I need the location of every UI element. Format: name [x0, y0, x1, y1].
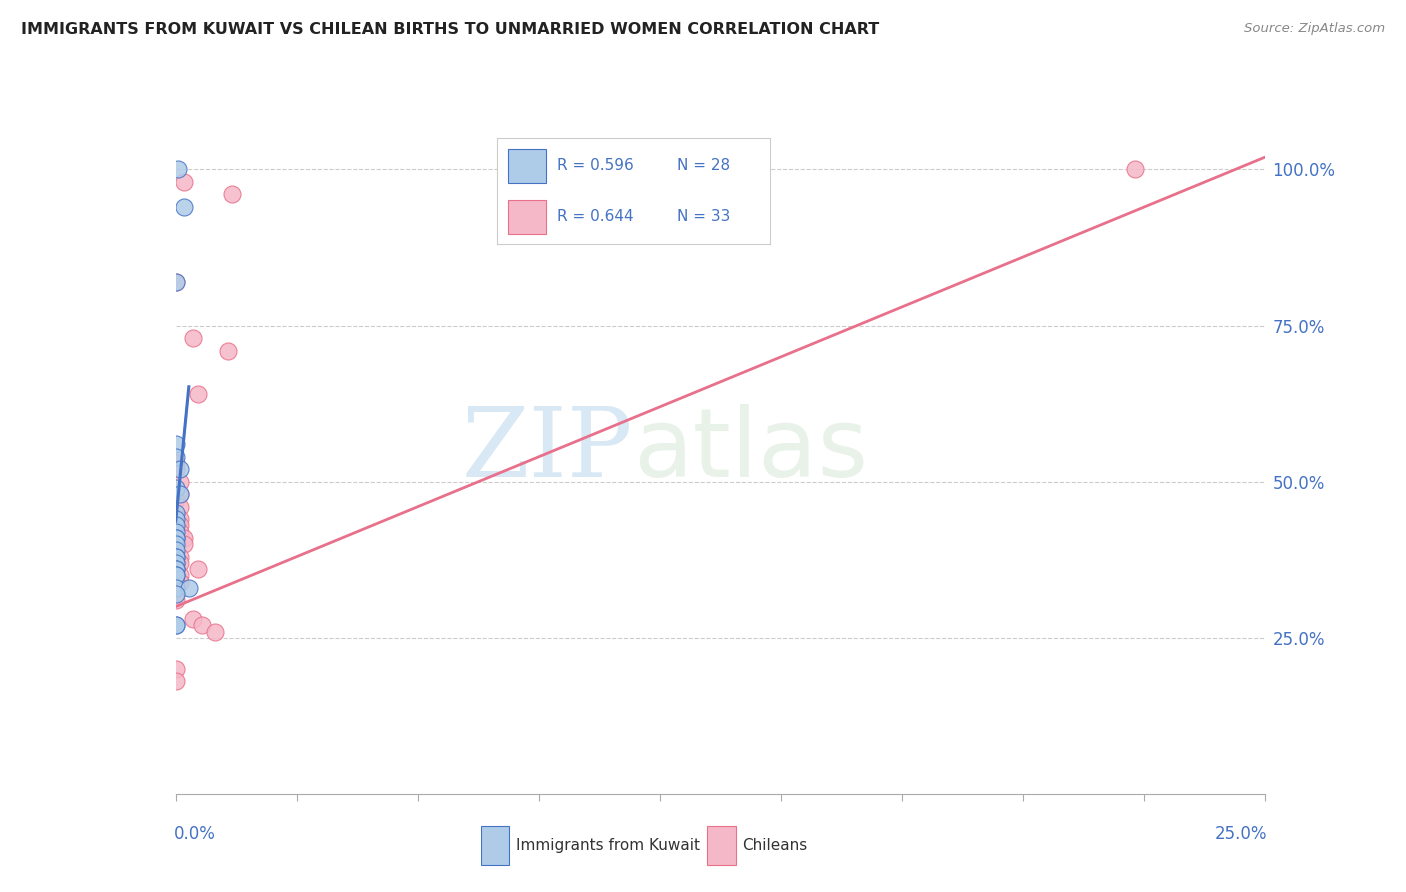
- Point: [204, 624, 226, 639]
- Point: [173, 200, 195, 214]
- Point: [169, 549, 191, 564]
- Point: [169, 574, 191, 589]
- Point: [173, 531, 195, 545]
- Point: [1123, 162, 1146, 177]
- Point: [169, 518, 191, 533]
- Point: [165, 481, 187, 495]
- Point: [181, 331, 204, 345]
- Point: [169, 524, 191, 539]
- Point: [165, 275, 187, 289]
- Point: [165, 568, 187, 582]
- Point: [177, 581, 200, 595]
- Point: [165, 556, 187, 570]
- Point: [165, 506, 187, 520]
- Point: [165, 574, 187, 589]
- Point: [165, 531, 187, 545]
- Point: [165, 593, 187, 607]
- Point: [165, 562, 187, 576]
- Point: [165, 568, 187, 582]
- Point: [186, 387, 209, 401]
- Point: [165, 493, 187, 508]
- Point: [169, 475, 191, 489]
- Point: [165, 618, 187, 632]
- Point: [169, 556, 191, 570]
- Point: [165, 556, 187, 570]
- Point: [165, 587, 187, 601]
- Point: [165, 549, 187, 564]
- Point: [165, 543, 187, 558]
- Point: [167, 162, 190, 177]
- Point: [165, 518, 187, 533]
- Point: [165, 581, 187, 595]
- Point: [165, 662, 187, 676]
- Text: 0.0%: 0.0%: [173, 824, 215, 843]
- Point: [165, 587, 187, 601]
- Text: 25.0%: 25.0%: [1215, 824, 1268, 843]
- Point: [165, 549, 187, 564]
- Point: [165, 531, 187, 545]
- Point: [169, 487, 191, 501]
- Point: [165, 462, 187, 476]
- Point: [191, 618, 214, 632]
- Point: [165, 562, 187, 576]
- Point: [169, 500, 191, 514]
- Point: [221, 187, 243, 202]
- Point: [169, 487, 191, 501]
- Point: [181, 612, 204, 626]
- Point: [169, 512, 191, 526]
- Text: IMMIGRANTS FROM KUWAIT VS CHILEAN BIRTHS TO UNMARRIED WOMEN CORRELATION CHART: IMMIGRANTS FROM KUWAIT VS CHILEAN BIRTHS…: [21, 22, 879, 37]
- Point: [169, 568, 191, 582]
- Point: [165, 275, 187, 289]
- Point: [165, 618, 187, 632]
- Text: atlas: atlas: [633, 404, 869, 497]
- Point: [186, 562, 209, 576]
- Point: [165, 512, 187, 526]
- Point: [165, 437, 187, 451]
- Point: [217, 343, 239, 358]
- Point: [173, 175, 195, 189]
- Point: [165, 581, 187, 595]
- Text: Source: ZipAtlas.com: Source: ZipAtlas.com: [1244, 22, 1385, 36]
- Point: [165, 524, 187, 539]
- Point: [165, 450, 187, 464]
- Point: [165, 537, 187, 551]
- Point: [165, 674, 187, 689]
- Point: [173, 537, 195, 551]
- Point: [169, 462, 191, 476]
- Text: ZIP: ZIP: [463, 403, 633, 498]
- Point: [165, 456, 187, 470]
